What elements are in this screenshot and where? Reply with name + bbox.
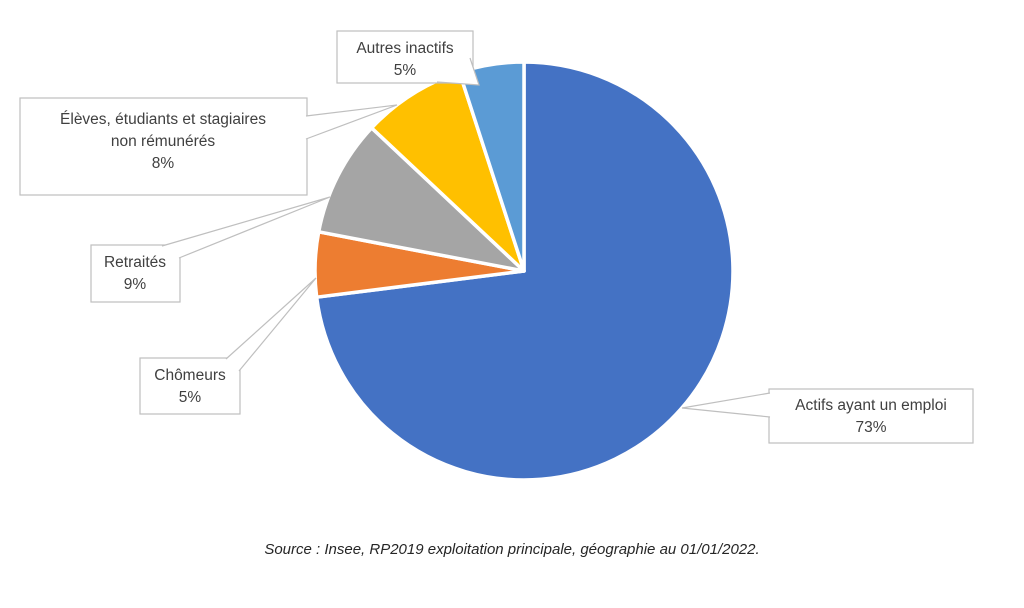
callout-label-eleves: non rémunérés (111, 133, 216, 150)
callout-box-eleves (19, 97, 308, 196)
source-note: Source : Insee, RP2019 exploitation prin… (264, 541, 760, 558)
callout-label-chomeurs: Chômeurs (154, 367, 226, 384)
callout-chomeurs: Chômeurs 5% (139, 277, 317, 415)
callout-value-autres-inactifs: 5% (394, 62, 417, 79)
leader-line-actifs (681, 392, 771, 418)
leader-line-autres-inactifs (436, 57, 480, 86)
leader-line-chomeurs (225, 277, 317, 372)
callout-value-chomeurs: 5% (179, 389, 202, 406)
leader-line-eleves (305, 104, 398, 140)
callout-box-actifs (768, 388, 974, 444)
callout-actifs: Actifs ayant un emploi 73% (681, 388, 974, 444)
callout-labels-layer: Actifs ayant un emploi 73% Chômeurs 5% Retra… (19, 30, 974, 444)
callout-box-retraites (90, 244, 181, 303)
callout-label-retraites: Retraités (104, 254, 166, 271)
callout-value-actifs: 73% (855, 419, 886, 436)
callout-retraites: Retraités 9% (90, 196, 331, 303)
callout-value-eleves: 8% (152, 155, 175, 172)
callout-box-chomeurs (139, 357, 241, 415)
callout-autres-inactifs: Autres inactifs 5% (336, 30, 480, 86)
leader-line-retraites (161, 196, 331, 259)
pie-layer (313, 60, 735, 482)
callout-label-autres-inactifs: Autres inactifs (356, 40, 454, 57)
pie-slice-retraites (316, 126, 526, 273)
callout-label-eleves: Élèves, étudiants et stagiaires (60, 111, 266, 128)
callout-value-retraites: 9% (124, 276, 147, 293)
callout-eleves: Élèves, étudiants et stagiaires non rémun… (19, 97, 398, 196)
callout-label-actifs: Actifs ayant un emploi (795, 397, 947, 414)
